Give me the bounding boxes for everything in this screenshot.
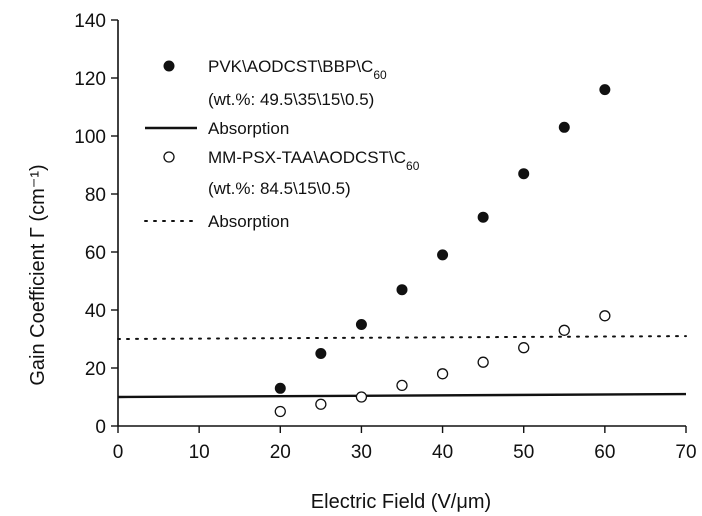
y-tick-label: 0 bbox=[95, 417, 106, 438]
absorption-solid-line bbox=[117, 392, 687, 399]
x-tick-label: 10 bbox=[189, 442, 210, 463]
plot-axes bbox=[117, 20, 686, 427]
x-tick-label: 30 bbox=[351, 442, 372, 463]
data-point-filled bbox=[396, 284, 408, 296]
legend: PVK\AODCST\BBP\C60 (wt.%: 49.5\35\15\0.5)… bbox=[144, 57, 420, 231]
y-tick-label: 140 bbox=[74, 11, 106, 32]
data-point-filled bbox=[437, 249, 449, 261]
legend-label-series-2: MM-PSX-TAA\AODCST\C60 bbox=[208, 148, 420, 173]
data-marks bbox=[117, 84, 687, 418]
y-tick-label: 20 bbox=[85, 359, 106, 380]
data-point-open bbox=[355, 391, 368, 403]
data-point-filled bbox=[315, 348, 327, 359]
x-axis-title: Electric Field (V/μm) bbox=[311, 491, 491, 513]
data-point-filled bbox=[274, 382, 286, 394]
axis-ticks: 0 10 20 30 40 50 60 70 0 20 40 60 80 100 120 140 bbox=[74, 11, 696, 463]
data-point-filled bbox=[558, 121, 570, 133]
data-point-open bbox=[558, 324, 570, 336]
y-tick-label: 60 bbox=[85, 243, 106, 264]
legend-composition-series-1: (wt.%: 49.5\35\15\0.5) bbox=[208, 90, 374, 109]
data-point-filled bbox=[355, 319, 367, 330]
legend-marker-open bbox=[163, 151, 175, 163]
y-tick-label: 40 bbox=[85, 301, 106, 322]
data-point-filled bbox=[518, 168, 530, 180]
x-tick-label: 50 bbox=[513, 442, 534, 463]
x-tick-label: 40 bbox=[432, 442, 453, 463]
data-point-open bbox=[396, 379, 408, 392]
data-point-filled bbox=[477, 211, 489, 223]
data-point-open bbox=[518, 342, 530, 354]
legend-label-series-1: PVK\AODCST\BBP\C60 bbox=[208, 57, 387, 82]
y-tick-label: 100 bbox=[74, 127, 106, 148]
legend-label-absorption-2: Absorption bbox=[208, 212, 289, 231]
data-point-open bbox=[315, 398, 327, 410]
legend-label-absorption-1: Absorption bbox=[208, 119, 289, 138]
x-tick-label: 70 bbox=[675, 442, 696, 463]
x-tick-label: 0 bbox=[113, 442, 124, 463]
data-point-open bbox=[436, 368, 449, 380]
data-point-open bbox=[477, 356, 489, 368]
y-tick-label: 120 bbox=[74, 69, 106, 90]
data-point-open bbox=[274, 405, 286, 418]
absorption-dotted-line bbox=[117, 335, 687, 340]
data-point-open bbox=[599, 310, 611, 322]
y-axis-title: Gain Coefficient Γ (cm⁻¹) bbox=[27, 164, 49, 385]
y-tick-label: 80 bbox=[85, 185, 106, 206]
x-tick-label: 60 bbox=[594, 442, 615, 463]
x-tick-label: 20 bbox=[270, 442, 291, 463]
legend-composition-series-2: (wt.%: 84.5\15\0.5) bbox=[208, 179, 351, 198]
legend-marker-filled bbox=[163, 60, 175, 72]
data-point-filled bbox=[599, 84, 611, 96]
